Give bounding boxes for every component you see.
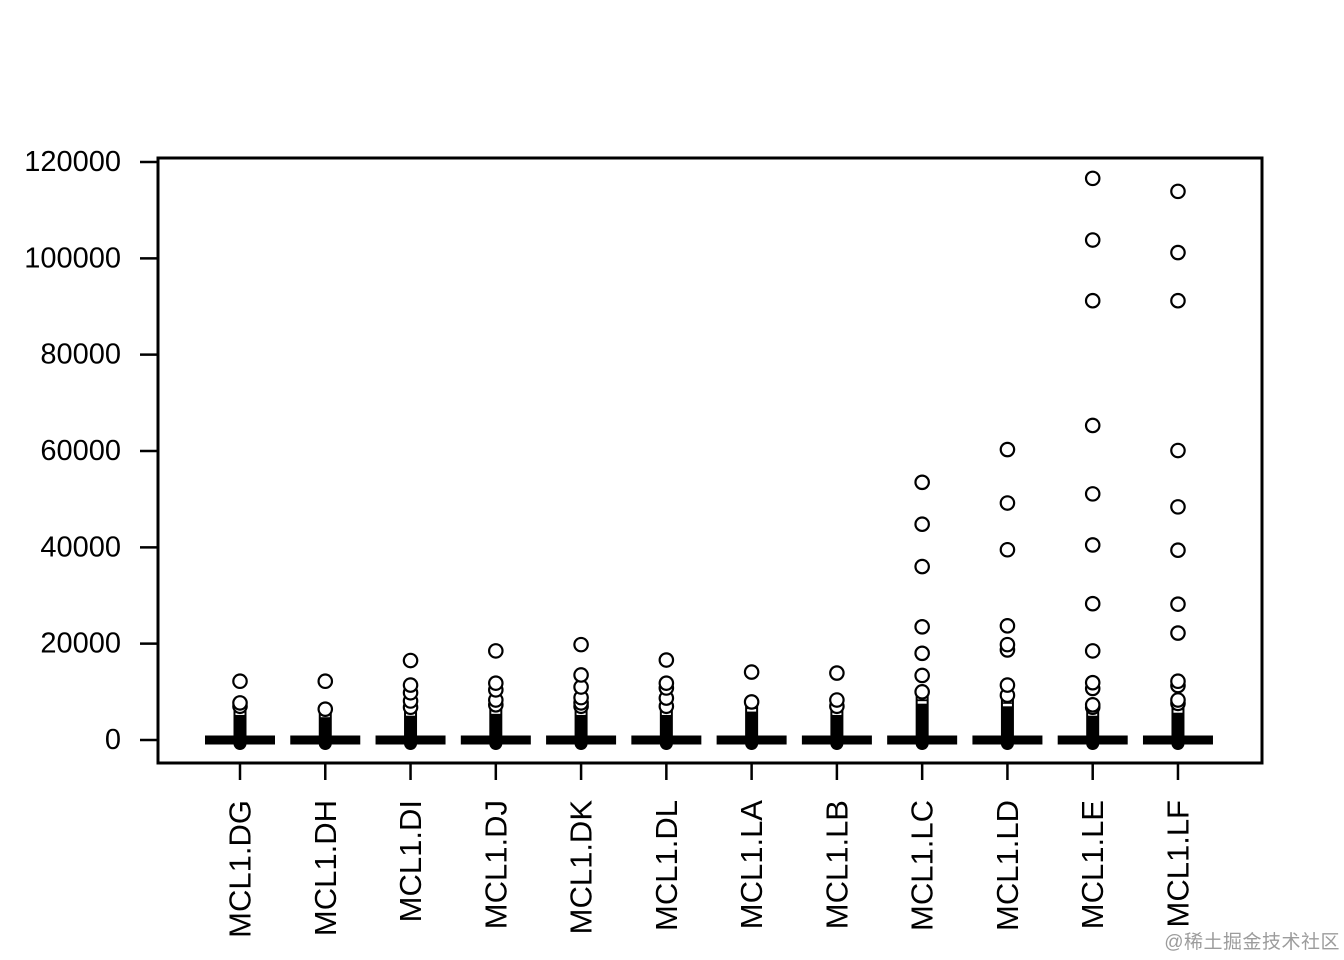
outlier-point: [999, 495, 1016, 511]
y-axis-tick-label: 0: [105, 724, 121, 756]
x-axis-category-label: MCL1.LB: [819, 800, 854, 929]
outlier-point: [232, 695, 248, 711]
outlier-point: [658, 675, 675, 691]
outlier-point: [914, 474, 930, 491]
outlier-point: [1170, 499, 1186, 515]
box-median-bar: [887, 735, 958, 745]
box-median-bar: [801, 735, 872, 745]
x-axis-category-label: MCL1.LA: [734, 800, 769, 930]
box-median-bar: [546, 735, 617, 745]
outlier-overlap-gap: [747, 709, 757, 712]
outlier-point: [1170, 625, 1186, 641]
y-axis-tick-label: 40000: [40, 531, 121, 563]
outlier-overlap-gap: [1173, 710, 1183, 713]
y-axis-tick-label: 60000: [40, 435, 121, 467]
outlier-point: [1084, 537, 1101, 553]
outlier-point: [1084, 674, 1101, 691]
outlier-point: [829, 665, 845, 681]
outlier-point: [743, 694, 760, 710]
box-median-bar: [1142, 735, 1213, 745]
x-axis-category-label: MCL1.DG: [223, 800, 258, 938]
box-median-bar: [460, 735, 531, 745]
outlier-point: [1170, 442, 1186, 459]
outlier-point: [1084, 232, 1101, 248]
outlier-overlap-gap: [1002, 703, 1012, 707]
x-axis-category-label: MCL1.LC: [905, 800, 940, 931]
outlier-point: [914, 645, 930, 662]
outlier-point: [317, 673, 334, 690]
box-median-bar: [1057, 735, 1128, 745]
x-axis-category-label: MCL1.DH: [308, 800, 343, 936]
outlier-point: [488, 643, 504, 659]
outlier-point: [1084, 697, 1101, 713]
outlier-point: [1084, 643, 1101, 659]
outlier-point: [488, 675, 504, 691]
y-axis-tick-label: 80000: [40, 339, 121, 371]
outlier-point: [1084, 417, 1101, 434]
box-median-bar: [716, 735, 787, 745]
y-axis-tick-label: 20000: [40, 628, 121, 660]
outlier-point: [232, 673, 248, 690]
y-axis-tick-label: 100000: [24, 242, 121, 274]
outlier-point: [1084, 292, 1101, 309]
plot-border: [156, 156, 1264, 765]
outlier-point: [999, 441, 1016, 458]
outlier-point: [999, 618, 1016, 634]
outlier-point: [1170, 542, 1186, 559]
outlier-point: [914, 667, 930, 684]
outlier-point: [402, 677, 419, 693]
outlier-point: [914, 516, 930, 533]
x-axis-category-label: MCL1.DL: [649, 800, 684, 931]
outlier-point: [1170, 673, 1186, 690]
outlier-point: [1170, 244, 1186, 261]
x-axis-category-label: MCL1.LE: [1075, 800, 1110, 929]
outlier-point: [658, 652, 675, 668]
outlier-point: [743, 664, 760, 680]
watermark: @稀土掘金技术社区: [1164, 932, 1340, 953]
outlier-point: [999, 636, 1016, 653]
box-median-bar: [375, 735, 446, 745]
outlier-point: [914, 619, 930, 635]
x-axis-category-label: MCL1.DI: [393, 800, 428, 922]
outlier-point: [1170, 183, 1186, 200]
box-median-bar: [631, 735, 702, 745]
outlier-point: [999, 541, 1016, 558]
box-median-bar: [972, 735, 1043, 745]
x-axis-category-label: MCL1.DJ: [478, 800, 513, 929]
outlier-point: [1170, 596, 1186, 612]
outlier-point: [829, 692, 845, 708]
x-axis-category-label: MCL1.LD: [990, 800, 1025, 931]
x-axis-category-label: MCL1.DK: [564, 800, 599, 935]
outlier-overlap-gap: [917, 701, 927, 704]
box-median-bar: [205, 735, 275, 745]
outlier-point: [914, 684, 930, 700]
outlier-point: [999, 677, 1016, 693]
outlier-point: [402, 652, 419, 669]
x-axis-category-label: MCL1.LF: [1160, 800, 1195, 927]
outlier-point: [573, 636, 589, 653]
outlier-point: [573, 667, 589, 683]
outlier-point: [1170, 292, 1186, 309]
outlier-point: [914, 558, 930, 575]
outlier-point: [1170, 692, 1186, 708]
outlier-point: [317, 701, 334, 717]
y-axis-tick-label: 120000: [24, 146, 121, 178]
outlier-point: [1084, 486, 1101, 502]
box-median-bar: [290, 735, 361, 745]
outlier-point: [1084, 595, 1101, 612]
outlier-point: [1084, 170, 1101, 187]
